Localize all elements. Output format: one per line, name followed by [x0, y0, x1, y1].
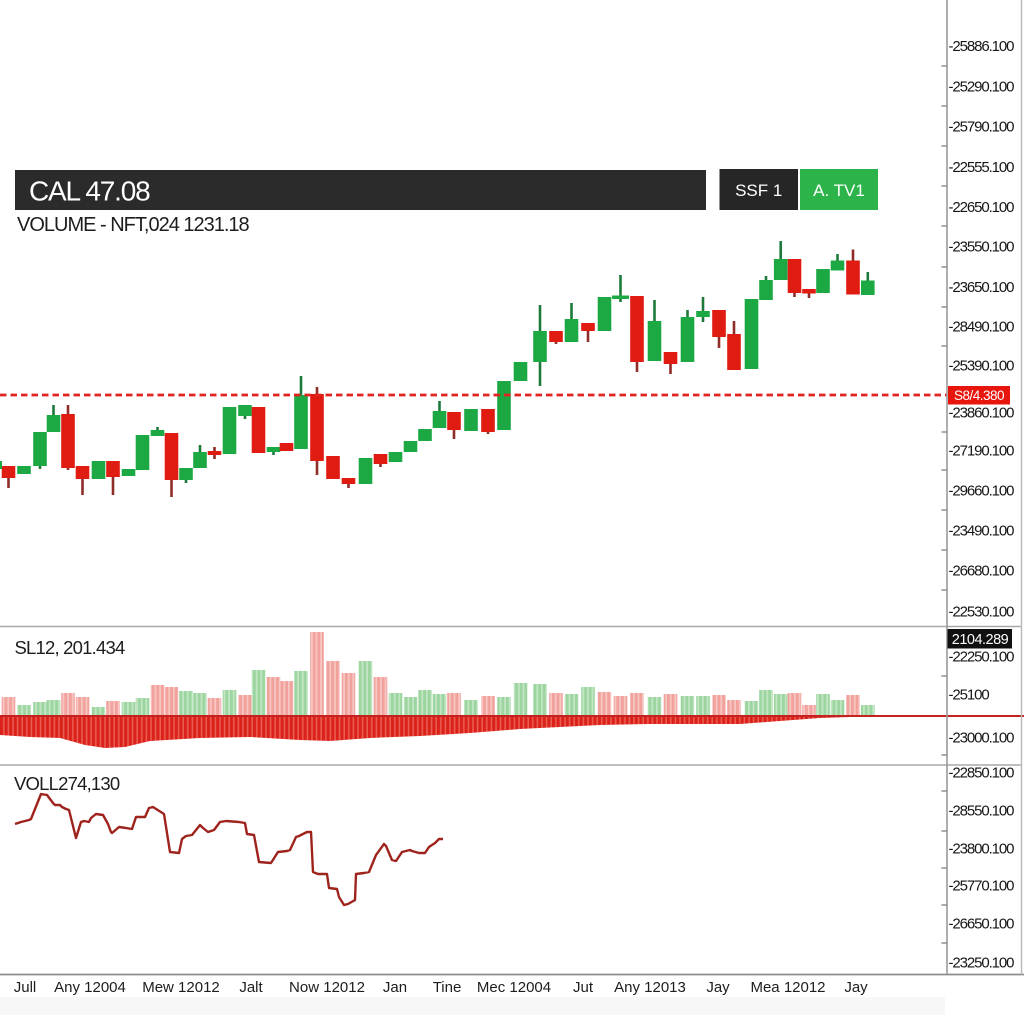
- svg-text:Mec 12004: Mec 12004: [477, 979, 551, 996]
- svg-text:-22555.100: -22555.100: [949, 159, 1015, 176]
- svg-text:-23000.100: -23000.100: [949, 730, 1015, 747]
- svg-text:Now 12012: Now 12012: [289, 979, 365, 996]
- svg-text:Mea 12012: Mea 12012: [750, 979, 825, 996]
- svg-text:-25770.100: -25770.100: [949, 878, 1015, 895]
- svg-text:Mew 12012: Mew 12012: [142, 979, 220, 996]
- svg-text:-29660.100: -29660.100: [949, 483, 1015, 500]
- svg-text:CAL 47.08: CAL 47.08: [29, 176, 150, 207]
- svg-text:-22530.100: -22530.100: [949, 604, 1015, 621]
- svg-text:Any 12013: Any 12013: [614, 979, 686, 996]
- svg-text:SL12, 201.434: SL12, 201.434: [15, 637, 125, 658]
- svg-text:-26650.100: -26650.100: [949, 916, 1015, 933]
- svg-text:-26680.100: -26680.100: [949, 563, 1015, 580]
- svg-text:Jalt: Jalt: [239, 979, 263, 996]
- svg-text:-23860.100: -23860.100: [949, 405, 1015, 422]
- svg-text:-27190.100: -27190.100: [949, 443, 1015, 460]
- svg-text:-25790.100: -25790.100: [949, 119, 1015, 136]
- svg-text:-25100: -25100: [949, 687, 990, 704]
- svg-text:-22650.100: -22650.100: [949, 199, 1015, 216]
- svg-text:Jut: Jut: [573, 979, 594, 996]
- svg-text:-23800.100: -23800.100: [949, 841, 1015, 858]
- svg-text:-23650.100: -23650.100: [949, 279, 1015, 296]
- svg-text:Jay: Jay: [706, 979, 730, 996]
- svg-text:-22250.100: -22250.100: [949, 649, 1015, 666]
- svg-text:-23250.100: -23250.100: [949, 955, 1015, 972]
- svg-text:-23550.100: -23550.100: [949, 239, 1015, 256]
- svg-text:SSF 1: SSF 1: [735, 181, 782, 200]
- svg-text:Jull: Jull: [14, 979, 37, 996]
- svg-text:2104.289: 2104.289: [952, 632, 1009, 648]
- svg-text:S8/4.380: S8/4.380: [954, 388, 1004, 403]
- svg-text:Jay: Jay: [844, 979, 868, 996]
- svg-text:-28490.100: -28490.100: [949, 319, 1015, 336]
- svg-text:A. TV1: A. TV1: [813, 181, 865, 200]
- svg-text:VOLL274,130: VOLL274,130: [14, 773, 120, 794]
- svg-text:-25290.100: -25290.100: [949, 79, 1015, 96]
- svg-text:-25390.100: -25390.100: [949, 358, 1015, 375]
- svg-text:Jan: Jan: [383, 979, 407, 996]
- svg-text:VOLUME - NFT,024 1231.18: VOLUME - NFT,024 1231.18: [17, 214, 250, 236]
- svg-text:-28550.100: -28550.100: [949, 803, 1015, 820]
- svg-text:-22850.100: -22850.100: [949, 765, 1015, 782]
- svg-text:Tine: Tine: [433, 979, 462, 996]
- svg-text:Any 12004: Any 12004: [54, 979, 126, 996]
- svg-text:-25886.100: -25886.100: [949, 38, 1015, 55]
- svg-text:-23490.100: -23490.100: [949, 523, 1015, 540]
